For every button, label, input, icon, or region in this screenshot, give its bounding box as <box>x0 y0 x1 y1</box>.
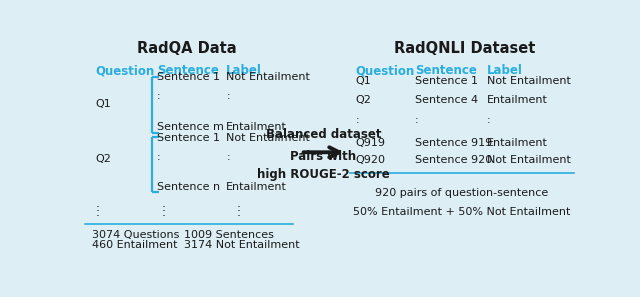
Text: .: . <box>237 197 241 210</box>
Text: Q2: Q2 <box>355 95 371 105</box>
Text: :: : <box>415 115 419 125</box>
Text: Sentence 919: Sentence 919 <box>415 138 492 148</box>
Text: Q2: Q2 <box>95 154 111 164</box>
Text: Entailment: Entailment <box>486 138 548 148</box>
Text: Not Entailment: Not Entailment <box>486 155 571 165</box>
Text: 1009 Sentences: 1009 Sentences <box>184 230 274 240</box>
Text: Sentence: Sentence <box>415 64 477 77</box>
Text: .: . <box>95 206 99 219</box>
Text: Sentence 1: Sentence 1 <box>157 72 220 82</box>
Text: Sentence 1: Sentence 1 <box>415 76 478 86</box>
Text: Not Entailment: Not Entailment <box>227 133 310 143</box>
Text: Pairs with
high ROUGE-2 score: Pairs with high ROUGE-2 score <box>257 151 390 181</box>
Text: :: : <box>355 115 359 125</box>
Text: Sentence 4: Sentence 4 <box>415 95 478 105</box>
Text: Label: Label <box>227 64 262 77</box>
Text: 920 pairs of question-sentence: 920 pairs of question-sentence <box>375 188 548 198</box>
Text: Q1: Q1 <box>95 99 111 109</box>
Text: .: . <box>237 206 241 219</box>
Text: Sentence 920: Sentence 920 <box>415 155 492 165</box>
Text: Q1: Q1 <box>355 76 371 86</box>
Text: Question: Question <box>95 64 154 77</box>
Text: Entailment: Entailment <box>486 95 548 105</box>
Text: Sentence n: Sentence n <box>157 181 220 192</box>
Text: Not Entailment: Not Entailment <box>227 72 310 82</box>
Text: .: . <box>161 206 165 219</box>
Text: Entailment: Entailment <box>227 181 287 192</box>
Text: :: : <box>157 152 161 162</box>
Text: RadQNLI Dataset: RadQNLI Dataset <box>394 41 535 56</box>
Text: :: : <box>486 115 490 125</box>
Text: Entailment: Entailment <box>227 122 287 132</box>
Text: RadQA Data: RadQA Data <box>137 41 236 56</box>
Text: .: . <box>161 197 165 210</box>
Text: :: : <box>227 152 230 162</box>
Text: Q919: Q919 <box>355 138 385 148</box>
Text: Q920: Q920 <box>355 155 385 165</box>
Text: 50% Entailment + 50% Not Entailment: 50% Entailment + 50% Not Entailment <box>353 207 571 217</box>
Text: .: . <box>95 197 99 210</box>
Text: Sentence: Sentence <box>157 64 219 77</box>
Text: .: . <box>161 201 165 214</box>
Text: Not Entailment: Not Entailment <box>486 76 571 86</box>
Text: :: : <box>227 91 230 101</box>
Text: 3174 Not Entailment: 3174 Not Entailment <box>184 240 300 250</box>
Text: Balanced dataset: Balanced dataset <box>266 128 381 141</box>
Text: Sentence 1: Sentence 1 <box>157 133 220 143</box>
Text: 3074 Questions: 3074 Questions <box>92 230 180 240</box>
Text: .: . <box>237 201 241 214</box>
Text: Question: Question <box>355 64 415 77</box>
Text: :: : <box>157 91 161 101</box>
Text: Sentence m: Sentence m <box>157 122 224 132</box>
Text: 460 Entailment: 460 Entailment <box>92 240 178 250</box>
Text: .: . <box>95 201 99 214</box>
Text: Label: Label <box>486 64 523 77</box>
